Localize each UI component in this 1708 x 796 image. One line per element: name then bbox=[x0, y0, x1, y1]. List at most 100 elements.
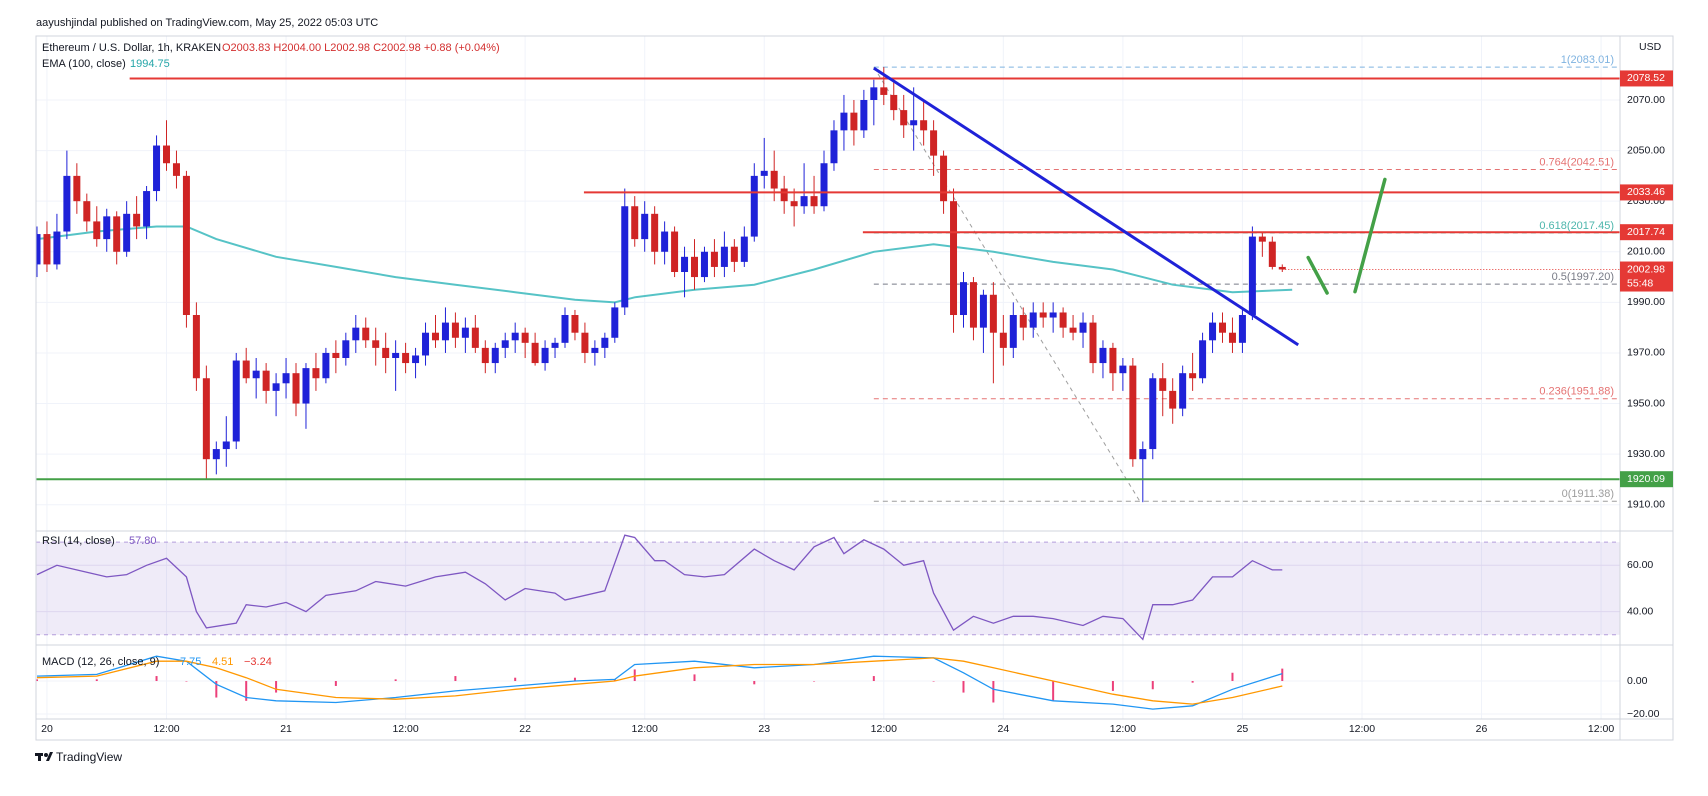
macd-tick-label: −20.00 bbox=[1627, 708, 1660, 720]
rsi-tick-label: 60.00 bbox=[1627, 559, 1653, 571]
y-tick-label: 1930.00 bbox=[1627, 448, 1665, 460]
projection-line bbox=[1353, 177, 1387, 294]
candle-body bbox=[1238, 315, 1246, 343]
y-tick-label: 2050.00 bbox=[1627, 144, 1665, 156]
candle-body bbox=[930, 130, 938, 156]
candle-body bbox=[36, 234, 41, 265]
candle-body bbox=[402, 352, 410, 364]
macd-histogram-bar bbox=[275, 681, 278, 693]
price-badge bbox=[1620, 70, 1673, 87]
macd-legend-value: 7.75 bbox=[180, 656, 201, 668]
price-badge bbox=[1620, 224, 1673, 241]
x-tick-label: 25 bbox=[1237, 723, 1249, 735]
candle-body bbox=[1228, 332, 1236, 343]
candle-body bbox=[1129, 365, 1137, 460]
macd-histogram-bar bbox=[35, 679, 38, 682]
macd-histogram-bar bbox=[693, 674, 696, 682]
y-tick-label: 2070.00 bbox=[1627, 94, 1665, 106]
candle-body bbox=[272, 383, 280, 391]
candle-body bbox=[342, 340, 350, 359]
price-badge-label: 2033.46 bbox=[1627, 186, 1665, 198]
macd-histogram-bar bbox=[1151, 681, 1154, 690]
x-tick-label: 12:00 bbox=[153, 723, 179, 735]
x-tick-label: 21 bbox=[280, 723, 292, 735]
x-tick-label: 12:00 bbox=[1110, 723, 1136, 735]
macd-histogram-bar bbox=[215, 681, 218, 698]
candle-body bbox=[591, 347, 599, 353]
candle-body bbox=[113, 216, 121, 252]
candle-body bbox=[900, 110, 908, 126]
rsi-line bbox=[36, 534, 1283, 641]
fib-label: 0.236(1951.88) bbox=[1539, 386, 1614, 398]
candle-body bbox=[332, 352, 340, 359]
candle-body bbox=[1049, 312, 1057, 318]
candle-body bbox=[1189, 373, 1197, 379]
candle-body bbox=[431, 332, 439, 341]
candle-body bbox=[691, 256, 699, 278]
candle-body bbox=[1119, 365, 1127, 374]
brand-logo bbox=[35, 752, 53, 761]
candle-body bbox=[1268, 241, 1276, 267]
candle-body bbox=[441, 322, 449, 341]
fib-label: 0.764(2042.51) bbox=[1539, 156, 1614, 168]
candle-body bbox=[641, 213, 649, 240]
x-tick-label: 12:00 bbox=[1588, 723, 1614, 735]
candle-body bbox=[710, 251, 718, 267]
trendline bbox=[873, 66, 1300, 347]
candle-body bbox=[621, 206, 629, 308]
x-tick-label: 12:00 bbox=[871, 723, 897, 735]
candle-body bbox=[730, 246, 738, 262]
candle-body bbox=[631, 206, 639, 240]
candle-body bbox=[1109, 347, 1117, 374]
candle-body bbox=[850, 112, 858, 131]
candle-body bbox=[1139, 449, 1147, 460]
macd-histogram-bar bbox=[334, 681, 337, 686]
candle-body bbox=[661, 231, 669, 252]
candle-body bbox=[153, 145, 161, 192]
frame bbox=[35, 35, 1674, 741]
macd-histogram-bar bbox=[813, 681, 816, 682]
candle-body bbox=[531, 342, 539, 364]
candle-body bbox=[172, 163, 180, 176]
candle-body bbox=[63, 175, 71, 232]
projection-line bbox=[1306, 255, 1329, 295]
candle-body bbox=[123, 213, 131, 252]
candle-body bbox=[820, 163, 828, 207]
candle-body bbox=[511, 332, 519, 341]
candle-body bbox=[1089, 322, 1097, 364]
macd-histogram-bar bbox=[454, 676, 457, 682]
candle-body bbox=[671, 231, 679, 273]
macd-legend-value: 4.51 bbox=[212, 656, 233, 668]
candle-body bbox=[382, 347, 390, 359]
ema-legend: EMA (100, close) bbox=[42, 58, 126, 70]
candle-body bbox=[581, 332, 589, 353]
y-tick-label: 1910.00 bbox=[1627, 498, 1665, 510]
candle-body bbox=[103, 216, 111, 240]
candle-body bbox=[979, 294, 987, 328]
candle-body bbox=[969, 282, 977, 328]
macd-histogram-bar bbox=[753, 681, 756, 685]
x-tick-label: 22 bbox=[519, 723, 531, 735]
candle-body bbox=[53, 231, 61, 265]
countdown: 55:48 bbox=[1627, 277, 1653, 289]
candle-body bbox=[501, 340, 509, 348]
candle-body bbox=[422, 332, 430, 356]
candle-body bbox=[312, 368, 320, 379]
candle-body bbox=[940, 155, 948, 202]
macd-histogram-bar bbox=[992, 681, 995, 703]
y-tick-label: 1990.00 bbox=[1627, 296, 1665, 308]
candle-body bbox=[461, 327, 469, 338]
candle-body bbox=[163, 145, 171, 164]
candle-body bbox=[521, 332, 529, 343]
rsi-band bbox=[36, 542, 1620, 635]
macd-histogram-bar bbox=[633, 669, 636, 682]
price-badge-label: 2017.74 bbox=[1627, 226, 1665, 238]
candle-body bbox=[870, 87, 878, 100]
macd-histogram-bar bbox=[1231, 672, 1234, 682]
candle-body bbox=[1079, 322, 1087, 333]
candle-body bbox=[651, 213, 659, 252]
fib-label: 0.618(2017.45) bbox=[1539, 220, 1614, 232]
candle-body bbox=[950, 201, 958, 316]
candle-body bbox=[561, 315, 569, 343]
macd-histogram-bar bbox=[95, 679, 98, 682]
